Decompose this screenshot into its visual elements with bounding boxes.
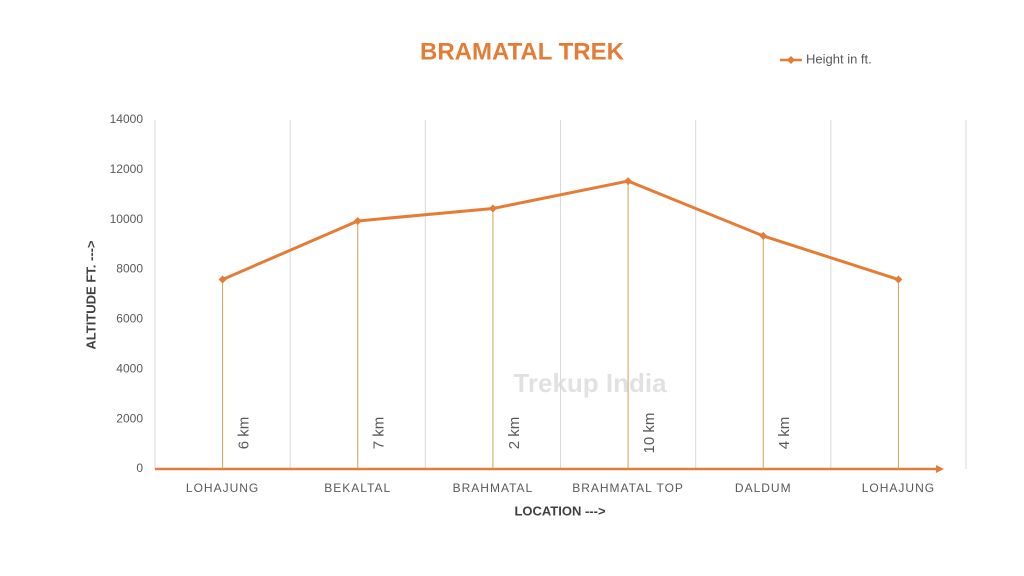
watermark: Trekup India: [513, 368, 667, 398]
point: [759, 231, 768, 240]
x-tick-label: DALDUM: [735, 481, 792, 495]
x-tick-label: LOHAJUNG: [186, 481, 259, 495]
x-axis-title: LOCATION --->: [514, 503, 606, 518]
distance-label: 4 km: [776, 417, 793, 450]
y-tick-label: 8000: [116, 262, 143, 276]
x-axis-arrow: [936, 465, 944, 473]
legend-label: Height in ft.: [806, 51, 872, 66]
y-tick-label: 4000: [116, 361, 143, 375]
x-tick-label: BEKALTAL: [324, 481, 391, 495]
distance-label: 10 km: [641, 413, 658, 454]
y-tick-label: 0: [136, 461, 143, 475]
x-tick-label: BRAHMATAL TOP: [572, 481, 684, 495]
point: [218, 275, 227, 284]
point: [488, 204, 497, 213]
series-line: [221, 179, 899, 281]
chart-title: BRAMATAL TREK: [420, 38, 625, 65]
y-tick-label: 14000: [110, 112, 144, 126]
x-tick-label: BRAHMATAL: [453, 481, 534, 495]
point: [624, 177, 633, 186]
distance-label: 2 km: [506, 417, 523, 450]
point: [894, 275, 903, 284]
y-tick-label: 10000: [110, 212, 144, 226]
y-tick-label: 12000: [110, 162, 144, 176]
distance-label: 6 km: [236, 417, 253, 450]
legend-marker: [787, 56, 795, 64]
distance-label: 7 km: [371, 417, 388, 450]
x-tick-label: LOHAJUNG: [862, 481, 935, 495]
point: [353, 216, 362, 225]
y-tick-label: 2000: [116, 411, 143, 425]
y-axis-title: ALTITUDE FT. --->: [83, 240, 98, 350]
y-tick-label: 6000: [116, 312, 143, 326]
